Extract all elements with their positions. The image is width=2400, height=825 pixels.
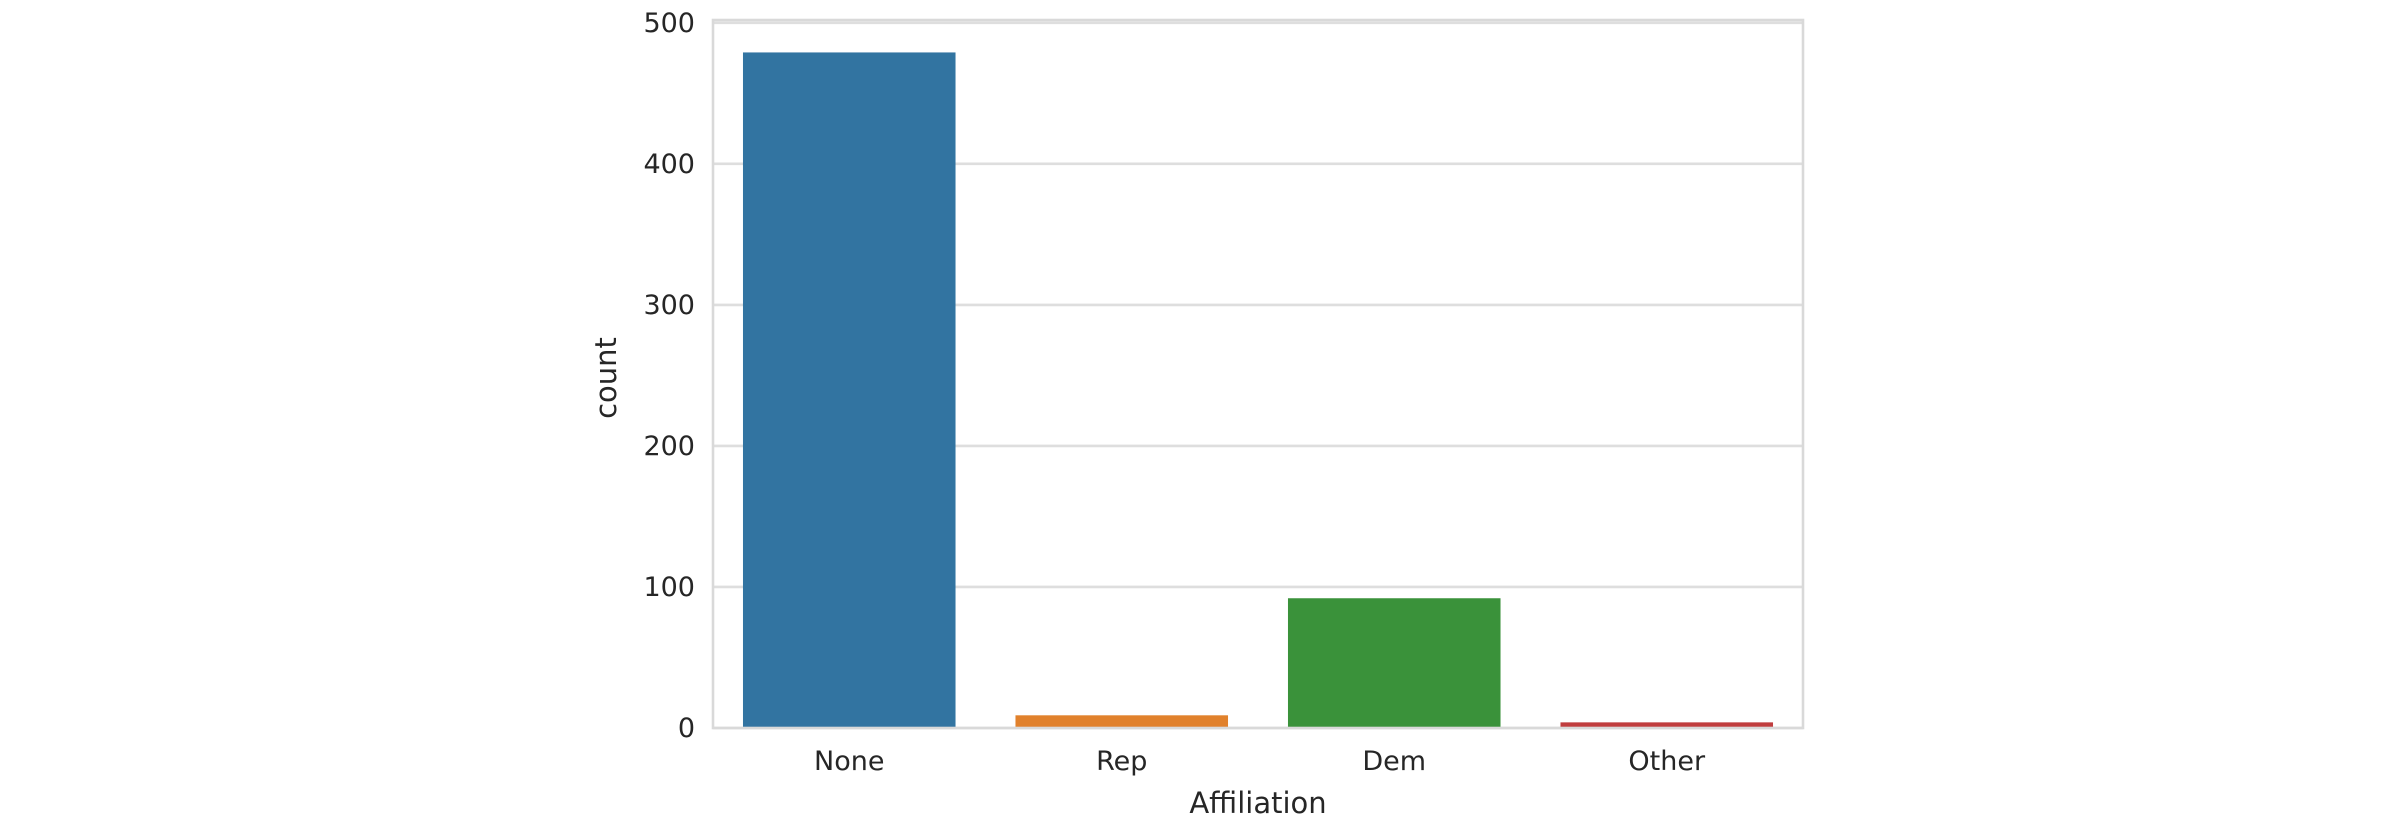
x-axis-label: Affiliation bbox=[1189, 786, 1326, 820]
y-tick-label-100: 100 bbox=[643, 572, 695, 603]
x-tick-label-none: None bbox=[814, 746, 884, 777]
y-tick-labels: 0 100 200 300 400 500 bbox=[643, 8, 695, 744]
x-tick-label-rep: Rep bbox=[1096, 746, 1147, 777]
y-tick-label-400: 400 bbox=[643, 149, 695, 180]
bar-none bbox=[742, 52, 956, 729]
x-tick-labels: None Rep Dem Other bbox=[814, 746, 1706, 777]
bars bbox=[742, 52, 1774, 729]
x-tick-label-other: Other bbox=[1628, 746, 1706, 777]
x-tick-label-dem: Dem bbox=[1362, 746, 1426, 777]
plot-frame bbox=[711, 18, 1805, 730]
bar-other bbox=[1560, 722, 1774, 728]
y-tick-label-0: 0 bbox=[678, 713, 695, 744]
bar-rep bbox=[1015, 715, 1229, 728]
y-axis-label: count bbox=[589, 337, 623, 419]
bar-dem bbox=[1287, 598, 1501, 728]
y-tick-label-200: 200 bbox=[643, 431, 695, 462]
y-tick-label-500: 500 bbox=[643, 8, 695, 39]
y-tick-label-300: 300 bbox=[643, 290, 695, 321]
